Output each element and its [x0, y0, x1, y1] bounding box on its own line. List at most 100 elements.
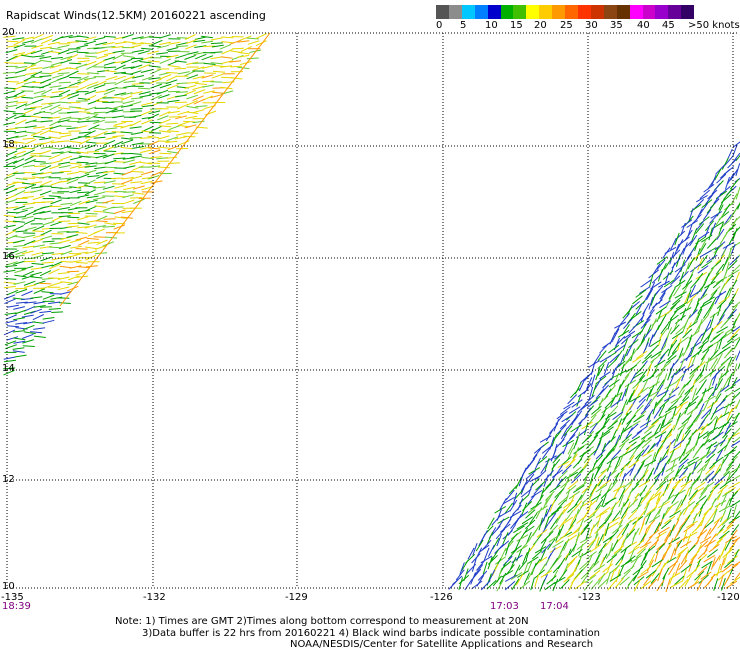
wind-barb [662, 507, 670, 520]
wind-barb [32, 314, 45, 321]
wind-barb [534, 574, 540, 588]
wind-barb [640, 454, 652, 464]
wind-barb [540, 534, 551, 544]
wind-barb [696, 578, 704, 591]
wind-barb [84, 169, 97, 175]
wind-barb [499, 523, 511, 533]
wind-barb [589, 544, 601, 553]
wind-barb [557, 470, 568, 481]
wind-barb [499, 509, 511, 518]
wind-barb [567, 529, 579, 538]
wind-barb [691, 228, 698, 241]
lat-label-12: 12 [2, 474, 15, 485]
wind-barb [3, 35, 16, 38]
wind-barb [638, 522, 645, 535]
wind-barb [691, 475, 701, 486]
wind-barb [510, 518, 519, 529]
wind-barb [57, 49, 70, 55]
wind-barb [48, 147, 61, 150]
wind-barb [579, 560, 590, 570]
wind-barb [597, 573, 606, 585]
wind-barb [141, 126, 154, 132]
wind-barb [186, 81, 199, 84]
wind-barb [540, 462, 549, 474]
wind-barb [690, 550, 700, 561]
wind-barb [3, 224, 16, 228]
wind-barb [674, 279, 686, 289]
wind-barb [525, 473, 535, 485]
wind-barb [48, 246, 61, 249]
wind-barb [724, 538, 732, 551]
wind-barb [713, 439, 726, 448]
wind-barb [87, 99, 100, 105]
wind-barb [628, 523, 637, 536]
wind-barb [611, 539, 619, 552]
wind-barb [69, 189, 82, 194]
wind-barb [695, 409, 704, 422]
wind-barb [24, 301, 37, 304]
wind-barb [23, 331, 36, 335]
wind-barb [612, 411, 624, 420]
wind-barb [21, 275, 34, 280]
wind-barb [574, 580, 586, 590]
wind-barb [42, 319, 55, 324]
wind-barb [665, 355, 677, 364]
wind-barb [694, 570, 705, 581]
wind-barb [618, 494, 624, 508]
wind-barb [5, 104, 18, 108]
wind-barb [24, 131, 37, 134]
wind-barb [174, 136, 187, 140]
wind-barb [123, 165, 136, 169]
wind-barb [605, 448, 615, 459]
wind-barb [84, 60, 97, 66]
wind-barb [680, 354, 692, 364]
wind-barb [111, 206, 124, 209]
wind-barb [602, 426, 614, 435]
wind-barb [643, 574, 652, 586]
wind-barb [13, 43, 26, 49]
wind-barb [670, 547, 676, 561]
wind-barb [668, 563, 676, 576]
wind-barb [567, 394, 578, 405]
wind-barb [613, 373, 620, 386]
wind-barb [519, 580, 531, 590]
wind-barb [104, 150, 117, 152]
wind-barb [657, 280, 670, 288]
wind-barb [716, 534, 727, 544]
wind-barb [563, 573, 575, 583]
wind-barb [59, 134, 72, 138]
wind-barb [175, 42, 188, 46]
wind-barb [629, 372, 637, 384]
wind-barb [114, 75, 126, 81]
wind-barb [491, 563, 499, 577]
wind-barb [570, 388, 580, 399]
wind-barb [687, 356, 693, 370]
wind-barb [648, 384, 655, 397]
wind-barb [522, 552, 528, 565]
wind-barb [609, 479, 619, 491]
wind-barb [695, 223, 705, 235]
wind-barb [545, 493, 553, 506]
wind-barb [12, 347, 25, 350]
wind-barb [625, 364, 637, 373]
wind-barb [132, 82, 145, 85]
wind-barb [66, 171, 79, 175]
wind-barb [653, 522, 661, 535]
wind-barb [564, 524, 574, 536]
wind-barb [633, 576, 645, 586]
wind-barb [684, 402, 691, 415]
wind-barb [708, 227, 713, 241]
wind-barb [664, 428, 673, 440]
wind-barb [458, 577, 464, 591]
wind-barb [720, 318, 730, 329]
wind-barb [700, 329, 707, 342]
wind-barb [683, 523, 695, 533]
wind-barb [32, 195, 45, 201]
wind-barb [66, 50, 79, 55]
wind-barb [523, 572, 530, 585]
wind-barb [536, 505, 548, 514]
wind-barb [520, 527, 529, 540]
wind-barb [671, 342, 681, 355]
wind-barb [501, 570, 514, 578]
wind-barb [594, 524, 605, 534]
